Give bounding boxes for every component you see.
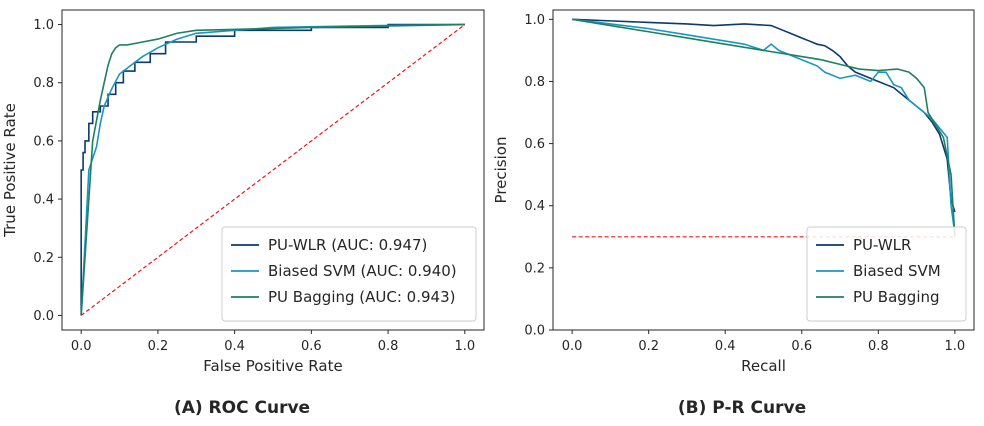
x-tick-label: 0.4: [715, 339, 736, 354]
x-tick-label: 0.8: [868, 339, 889, 354]
x-tick-label: 0.6: [791, 339, 812, 354]
x-tick-label: 0.0: [562, 339, 583, 354]
legend: PU-WLR Biased SVM PU Bagging: [806, 226, 967, 322]
y-tick-label: 0.4: [33, 193, 54, 208]
y-tick-label: 0.2: [33, 251, 54, 266]
x-tick-label: 0.6: [301, 339, 322, 354]
legend-label: PU Bagging (AUC: 0.943): [268, 288, 455, 306]
y-tick-label: 0.2: [524, 261, 545, 276]
legend-box: [806, 226, 967, 322]
legend-label: PU Bagging: [853, 288, 940, 306]
x-axis-label: False Positive Rate: [203, 357, 342, 375]
y-axis-label: Precision: [492, 137, 510, 204]
y-tick-label: 1.0: [524, 13, 545, 28]
x-tick-label: 0.0: [71, 339, 92, 354]
y-tick-label: 0.0: [33, 309, 54, 324]
series-line-pu-wlr: [572, 18, 956, 213]
series-line-biased-svm: [572, 18, 956, 234]
x-tick-label: 0.2: [638, 339, 659, 354]
y-axis-label: True Positive Rate: [1, 103, 19, 238]
y-tick-label: 0.8: [33, 76, 54, 91]
legend-label: Biased SVM (AUC: 0.940): [268, 262, 457, 280]
x-axis-label: Recall: [741, 357, 786, 375]
y-tick-label: 0.6: [33, 134, 54, 149]
legend-box: [221, 226, 477, 322]
plot-area: [572, 18, 956, 238]
x-tick-label: 0.2: [148, 339, 169, 354]
plot-frame: [61, 9, 485, 331]
x-tick-label: 0.4: [224, 339, 245, 354]
plot-area: [80, 23, 466, 316]
series-line-pu-bagging: [80, 23, 465, 316]
x-tick-label: 1.0: [945, 339, 966, 354]
y-tick-label: 1.0: [33, 18, 54, 33]
panel-caption: (B) P-R Curve: [678, 398, 806, 418]
series-line-pu-bagging: [572, 18, 956, 237]
y-tick-label: 0.4: [524, 199, 545, 214]
series-line-pu-wlr: [80, 23, 465, 316]
plot-frame: [552, 9, 975, 331]
x-tick-label: 1.0: [454, 339, 475, 354]
y-tick-label: 0.8: [524, 75, 545, 90]
x-tick-label: 0.8: [378, 339, 399, 354]
panel-caption: (A) ROC Curve: [174, 398, 310, 418]
y-tick-label: 0.0: [524, 324, 545, 339]
legend-label: PU-WLR: [853, 236, 911, 254]
legend-label: PU-WLR (AUC: 0.947): [268, 236, 427, 254]
legend: PU-WLR (AUC: 0.947) Biased SVM (AUC: 0.94…: [221, 226, 477, 322]
baseline-line: [80, 24, 466, 316]
pr-curve-panel: 0.0 0.2 0.4 0.6 0.8 1.0 0.0 0.2 0.4 0.6 0.8 1.0 Reca…: [492, 9, 975, 418]
legend-label: Biased SVM: [853, 262, 941, 280]
roc-curve-panel: 0.0 0.2 0.4 0.6 0.8 1.0 0.0 0.2 0.4 0.6 0.8 1.0 Fals…: [1, 9, 485, 418]
y-tick-label: 0.6: [524, 137, 545, 152]
